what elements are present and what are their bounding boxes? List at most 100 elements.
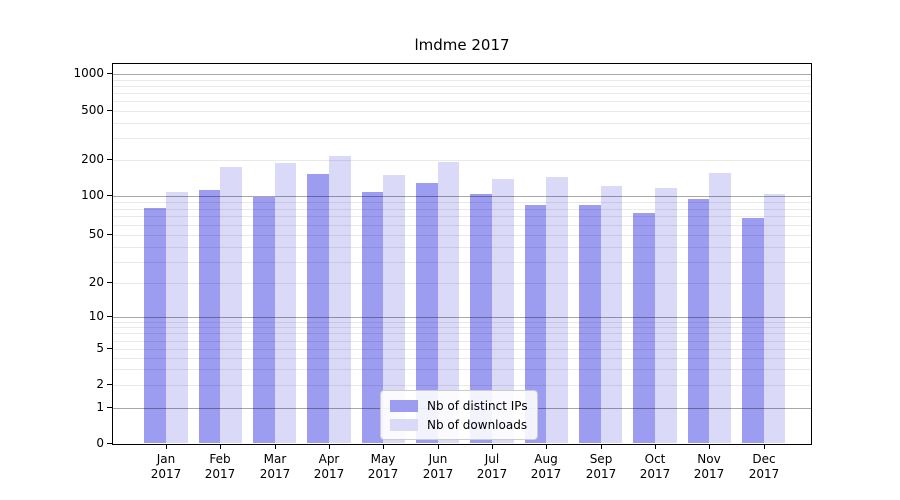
bar-distinct-ips-jan: [144, 207, 166, 443]
y-tick-100: [107, 195, 112, 196]
y-grid-line-300: [113, 138, 811, 139]
bar-downloads-may: [383, 174, 405, 443]
y-grid-line-200: [113, 160, 811, 161]
x-tick-apr: [329, 444, 330, 449]
y-tick-label-1: 1: [96, 400, 104, 414]
legend-label-distinct-ips: Nb of distinct IPs: [427, 398, 528, 413]
chart-title: lmdme 2017: [414, 36, 510, 54]
x-tick-label-oct: Oct 2017: [639, 452, 671, 481]
y-grid-line-6: [113, 341, 811, 342]
y-grid-line-80: [113, 209, 811, 210]
bar-distinct-ips-feb: [198, 189, 221, 443]
y-tick-label-1000: 1000: [73, 66, 104, 80]
bar-downloads-jan: [166, 192, 188, 443]
y-tick-10: [107, 316, 112, 317]
bar-distinct-ips-apr: [307, 173, 329, 443]
x-tick-dec: [764, 444, 765, 449]
bar-distinct-ips-sep: [578, 205, 601, 443]
x-tick-label-aug: Aug 2017: [530, 452, 562, 481]
y-grid-line-900: [113, 80, 811, 81]
bar-distinct-ips-jul: [470, 193, 492, 443]
bar-distinct-ips-may: [361, 192, 384, 443]
bar-downloads-sep: [600, 186, 623, 443]
y-tick-20: [107, 282, 112, 283]
y-grid-line-9: [113, 322, 811, 323]
x-tick-label-apr: Apr 2017: [313, 452, 345, 481]
bar-distinct-ips-jun: [415, 182, 438, 443]
x-tick-label-nov: Nov 2017: [693, 452, 725, 481]
y-grid-line-8: [113, 327, 811, 328]
bar-distinct-ips-aug: [524, 204, 547, 443]
y-grid-line-600: [113, 101, 811, 102]
y-tick-500: [107, 110, 112, 111]
bar-distinct-ips-mar: [252, 196, 275, 443]
x-tick-label-jan: Jan 2017: [150, 452, 182, 481]
x-tick-label-sep: Sep 2017: [585, 452, 617, 481]
x-tick-sep: [601, 444, 602, 449]
bar-distinct-ips-nov: [687, 199, 710, 443]
y-tick-label-20: 20: [88, 275, 104, 289]
x-tick-oct: [655, 444, 656, 449]
legend-item-distinct-ips: Nb of distinct IPs: [390, 396, 528, 415]
y-grid-line-10: [113, 317, 811, 318]
bar-downloads-mar: [274, 163, 297, 443]
x-tick-nov: [709, 444, 710, 449]
y-grid-line-30: [113, 262, 811, 263]
x-tick-aug: [546, 444, 547, 449]
x-tick-jun: [438, 444, 439, 449]
x-tick-feb: [220, 444, 221, 449]
legend-swatch-downloads: [390, 418, 418, 431]
bar-downloads-jul: [491, 178, 514, 443]
y-tick-label-10: 10: [88, 309, 104, 323]
x-tick-label-dec: Dec 2017: [748, 452, 780, 481]
y-tick-1000: [107, 73, 112, 74]
y-grid-line-800: [113, 86, 811, 87]
y-grid-line-5: [113, 349, 811, 350]
bar-downloads-dec: [763, 193, 786, 443]
y-grid-line-50: [113, 235, 811, 236]
x-tick-mar: [275, 444, 276, 449]
x-tick-label-mar: Mar 2017: [259, 452, 291, 481]
y-tick-label-50: 50: [88, 227, 104, 241]
y-tick-50: [107, 234, 112, 235]
y-tick-200: [107, 159, 112, 160]
y-grid-line-20: [113, 283, 811, 284]
bar-downloads-nov: [709, 172, 731, 443]
y-tick-1: [107, 407, 112, 408]
y-tick-label-500: 500: [81, 103, 104, 117]
y-tick-label-2: 2: [96, 377, 104, 391]
y-grid-line-3: [113, 369, 811, 370]
bar-distinct-ips-dec: [741, 217, 764, 443]
bar-downloads-feb: [220, 167, 243, 443]
y-tick-2: [107, 384, 112, 385]
y-tick-label-5: 5: [96, 341, 104, 355]
x-tick-label-jul: Jul 2017: [476, 452, 508, 481]
x-tick-jan: [166, 444, 167, 449]
x-tick-label-jun: Jun 2017: [422, 452, 454, 481]
bar-distinct-ips-oct: [633, 212, 655, 443]
legend-label-downloads: Nb of downloads: [427, 417, 528, 432]
bar-downloads-jun: [437, 162, 460, 443]
y-tick-label-0: 0: [96, 436, 104, 450]
legend-swatch-distinct-ips: [390, 399, 418, 412]
y-grid-line-4: [113, 358, 811, 359]
x-tick-jul: [492, 444, 493, 449]
y-tick-0: [107, 443, 112, 444]
y-grid-line-700: [113, 93, 811, 94]
y-grid-line-70: [113, 216, 811, 217]
bar-downloads-apr: [328, 156, 351, 443]
bar-downloads-oct: [654, 188, 677, 443]
x-tick-label-feb: Feb 2017: [204, 452, 236, 481]
x-tick-may: [383, 444, 384, 449]
y-grid-line-40: [113, 247, 811, 248]
y-grid-line-2: [113, 385, 811, 386]
y-tick-label-200: 200: [81, 152, 104, 166]
y-grid-line-500: [113, 111, 811, 112]
y-grid-line-7: [113, 333, 811, 334]
y-grid-line-90: [113, 202, 811, 203]
bar-downloads-aug: [546, 177, 568, 443]
x-tick-label-may: May 2017: [367, 452, 399, 481]
y-grid-line-100: [113, 196, 811, 197]
y-grid-line-400: [113, 123, 811, 124]
legend-item-downloads: Nb of downloads: [390, 415, 528, 434]
